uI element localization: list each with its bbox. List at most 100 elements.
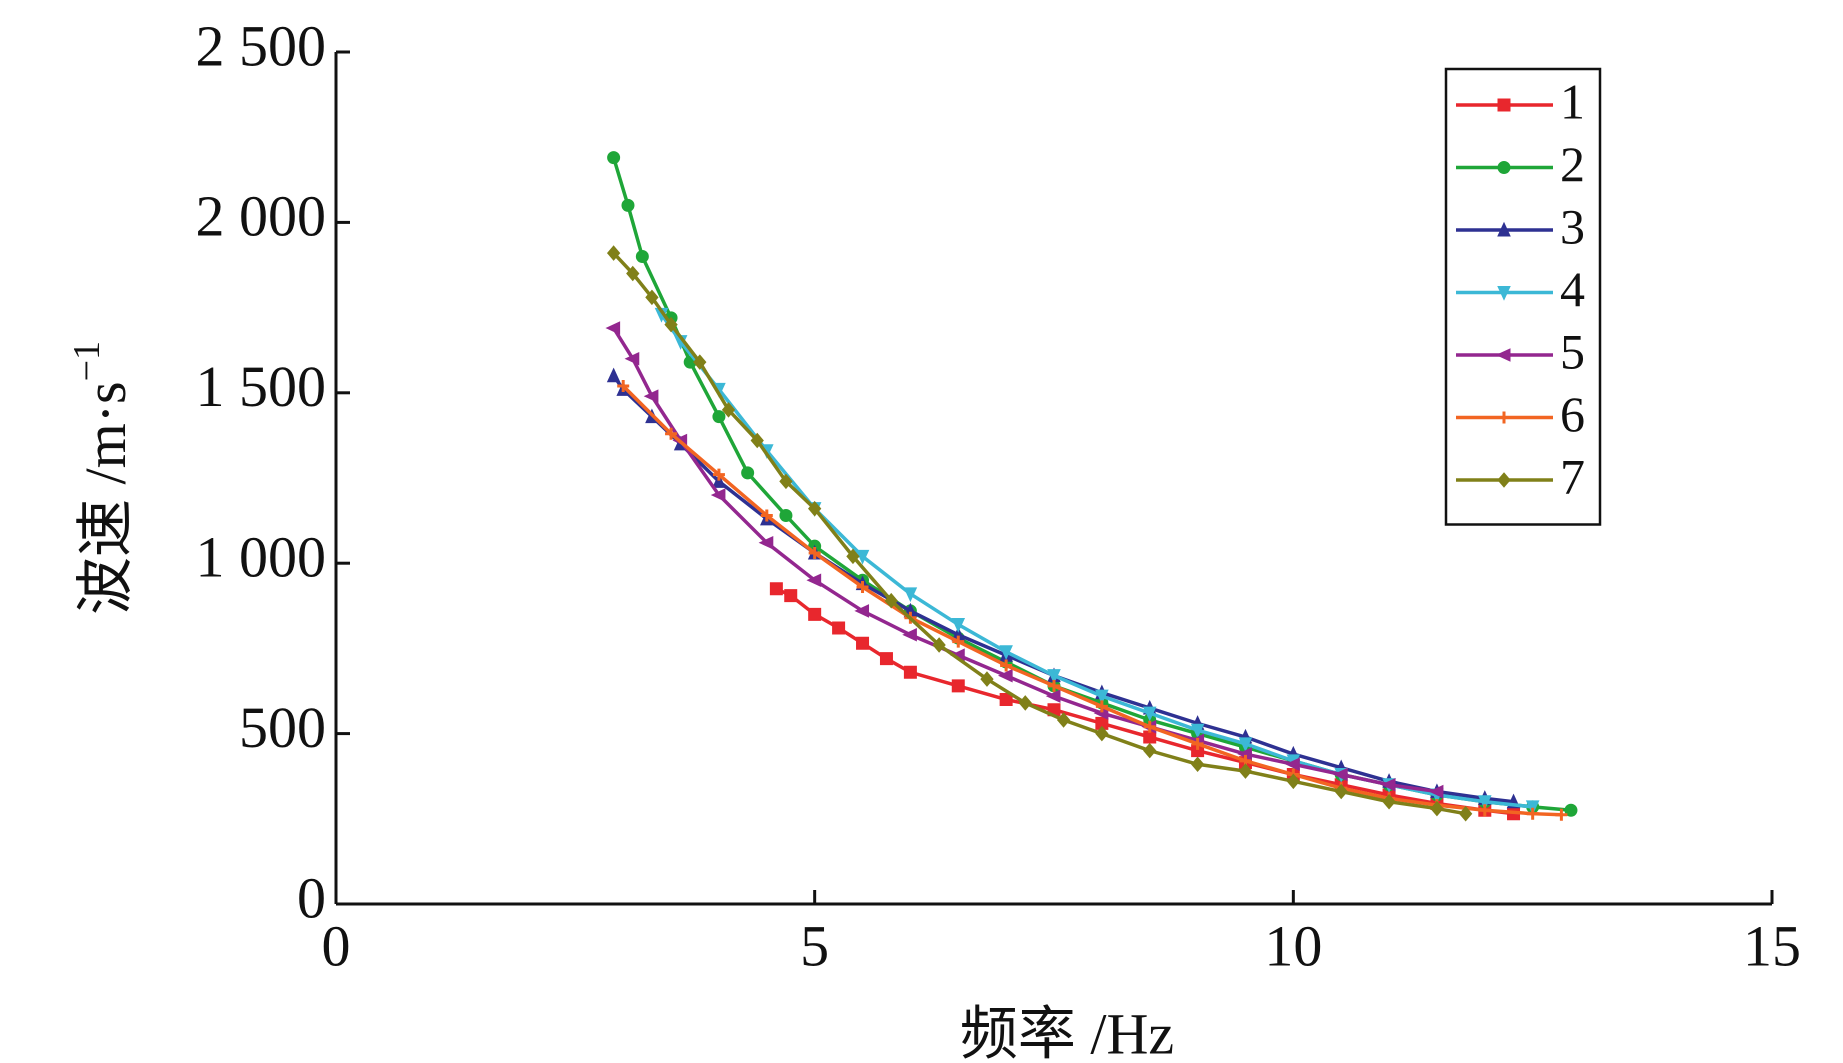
marker xyxy=(903,665,917,679)
marker xyxy=(1380,777,1396,792)
y-tick-label: 2 000 xyxy=(196,184,327,249)
marker xyxy=(664,316,678,333)
marker xyxy=(1497,472,1511,488)
marker xyxy=(951,679,965,693)
marker xyxy=(621,198,635,212)
series xyxy=(607,151,1578,817)
legend: 1 2 3 4 5 6 7 xyxy=(1444,67,1602,526)
marker xyxy=(879,652,893,666)
marker xyxy=(903,587,918,603)
series-line xyxy=(611,157,1572,813)
x-tick-label: 10 xyxy=(1264,913,1322,978)
y-axis-label-main: 波速 /m·s xyxy=(73,381,138,615)
marker xyxy=(605,321,621,335)
marker xyxy=(1047,669,1061,684)
series xyxy=(606,245,1473,822)
x-tick-label: 0 xyxy=(322,913,351,978)
marker xyxy=(635,249,649,263)
marker xyxy=(710,488,726,502)
marker xyxy=(1000,659,1013,672)
marker xyxy=(741,466,755,480)
marker xyxy=(624,351,640,366)
marker xyxy=(884,592,898,609)
marker xyxy=(1190,723,1205,739)
marker xyxy=(607,151,621,165)
marker xyxy=(1048,679,1060,692)
legend-label: 3 xyxy=(1560,198,1585,254)
marker xyxy=(779,508,793,522)
series-line xyxy=(612,251,1466,816)
marker xyxy=(1498,411,1510,424)
marker xyxy=(758,535,774,550)
series xyxy=(605,321,1444,799)
marker xyxy=(951,618,966,633)
marker xyxy=(808,546,821,559)
marker xyxy=(806,573,822,588)
marker xyxy=(1428,784,1444,799)
x-axis-label: 频率 /Hz xyxy=(960,1001,1174,1063)
marker xyxy=(750,432,764,449)
marker xyxy=(1142,706,1157,722)
y-axis-label: 波速 /m·s−1 xyxy=(66,341,139,615)
marker xyxy=(645,289,659,306)
series-line xyxy=(612,327,1438,794)
marker xyxy=(999,645,1013,661)
x-tick-label: 5 xyxy=(800,913,829,978)
x-tick-label: 15 xyxy=(1743,913,1801,978)
legend-label: 4 xyxy=(1560,261,1585,317)
marker xyxy=(854,604,870,618)
marker xyxy=(606,367,621,383)
marker xyxy=(952,635,965,648)
marker xyxy=(856,581,869,594)
marker xyxy=(1526,807,1539,820)
y-tick-label: 2 500 xyxy=(196,13,327,78)
marker xyxy=(712,468,725,481)
marker xyxy=(1056,712,1071,728)
marker xyxy=(832,621,846,635)
marker xyxy=(932,637,946,653)
marker xyxy=(1238,737,1253,753)
marker xyxy=(606,245,621,261)
marker xyxy=(1238,763,1253,779)
marker xyxy=(1525,800,1540,816)
marker xyxy=(1191,737,1204,750)
marker xyxy=(856,636,870,650)
marker xyxy=(760,509,773,522)
marker xyxy=(626,265,640,282)
y-axis-label-group: 波速 /m·s−1 xyxy=(66,341,139,615)
marker xyxy=(712,410,726,424)
marker xyxy=(1095,725,1109,742)
legend-label: 2 xyxy=(1560,136,1585,192)
marker xyxy=(855,549,870,565)
marker xyxy=(643,389,659,403)
marker xyxy=(1497,221,1511,237)
legend-label: 6 xyxy=(1560,386,1585,442)
marker xyxy=(1018,695,1032,711)
marker xyxy=(1478,795,1492,810)
y-tick-label: 1 500 xyxy=(196,354,327,419)
marker xyxy=(1497,286,1511,301)
y-tick-label: 1 000 xyxy=(196,525,327,590)
y-axis-label-sup: −1 xyxy=(66,341,108,381)
marker xyxy=(665,427,678,440)
marker xyxy=(721,402,736,418)
marker xyxy=(617,379,630,392)
marker xyxy=(846,548,860,565)
marker xyxy=(808,607,822,621)
marker xyxy=(1143,742,1157,759)
marker xyxy=(693,354,707,370)
marker xyxy=(1285,757,1300,772)
marker xyxy=(902,627,917,642)
series-line xyxy=(612,374,1514,804)
marker xyxy=(1143,730,1157,744)
legend-label: 7 xyxy=(1560,448,1585,504)
y-tick-label: 0 xyxy=(297,865,326,930)
marker xyxy=(1564,803,1578,817)
marker xyxy=(808,500,822,517)
marker xyxy=(779,473,793,490)
marker xyxy=(1382,793,1396,810)
marker xyxy=(1286,773,1300,790)
marker xyxy=(1458,805,1473,822)
